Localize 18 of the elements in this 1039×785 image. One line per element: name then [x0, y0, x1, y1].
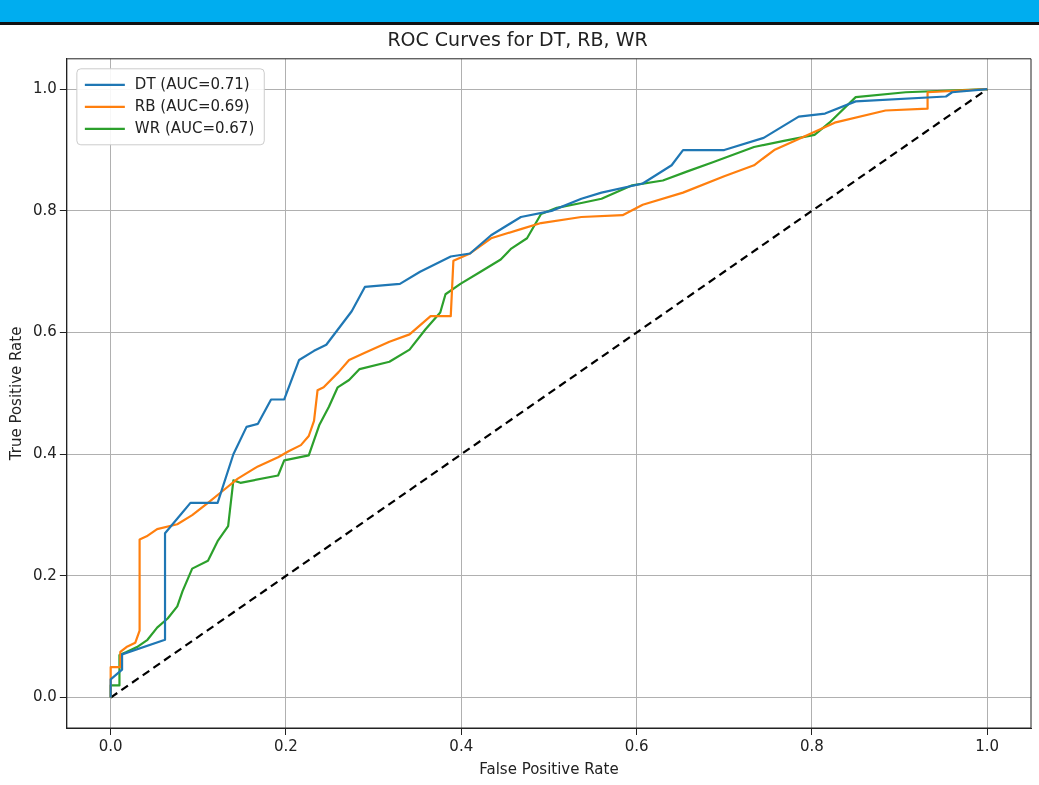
y-tick-label: 0.2 — [33, 565, 57, 584]
y-tick-label: 1.0 — [33, 79, 57, 98]
chart-title: ROC Curves for DT, RB, WR — [387, 28, 648, 51]
y-tick-label: 0.8 — [33, 200, 57, 219]
legend-label: DT (AUC=0.71) — [134, 74, 250, 93]
x-tick-label: 0.4 — [449, 736, 474, 755]
legend-label: WR (AUC=0.67) — [134, 118, 255, 137]
y-tick-label: 0.0 — [33, 687, 57, 706]
x-tick-label: 1.0 — [975, 736, 1000, 755]
legend-label: RB (AUC=0.69) — [134, 96, 250, 115]
x-axis-title: False Positive Rate — [479, 759, 619, 778]
y-axis-title: True Positive Rate — [6, 326, 25, 462]
y-tick-label: 0.6 — [33, 322, 57, 341]
x-tick-label: 0.6 — [624, 736, 649, 755]
y-tick-label: 0.4 — [33, 444, 57, 463]
x-tick-label: 0.8 — [799, 736, 824, 755]
x-tick-label: 0.0 — [98, 736, 123, 755]
x-tick-label: 0.2 — [274, 736, 298, 755]
